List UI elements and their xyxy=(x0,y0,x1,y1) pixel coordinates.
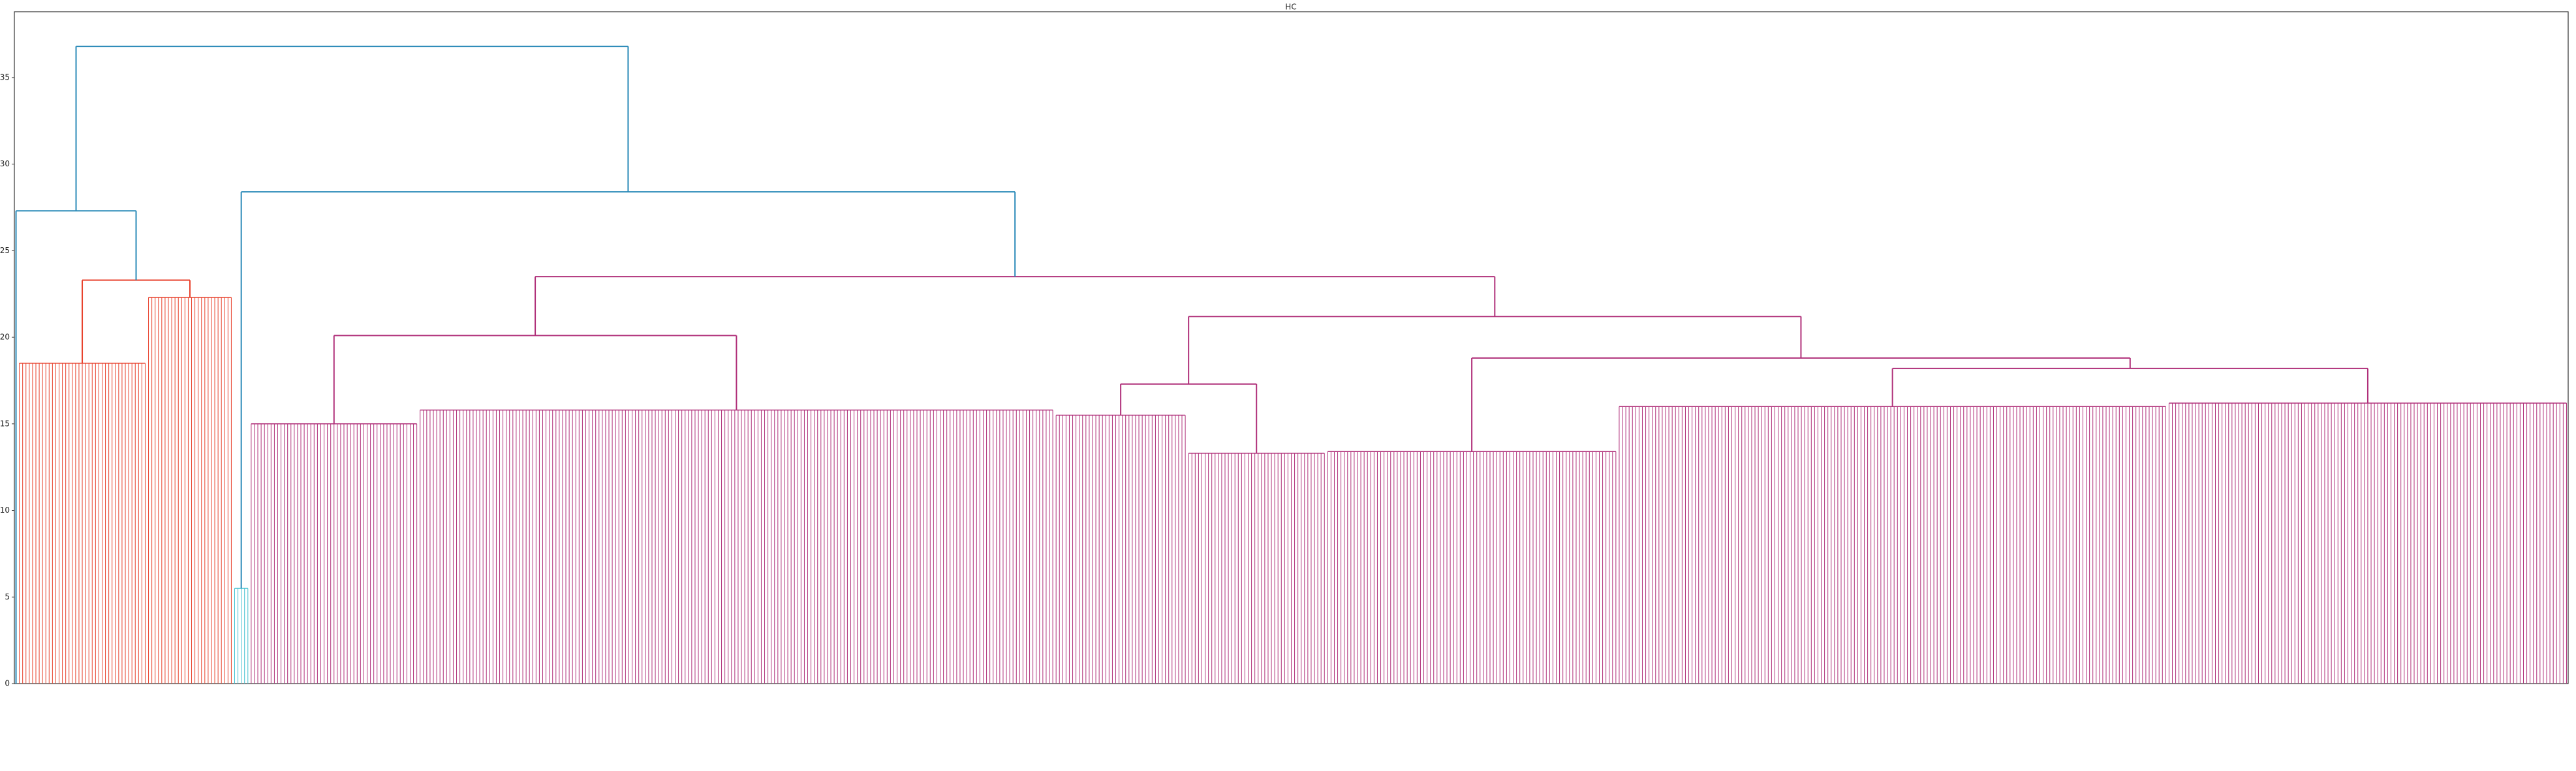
y-tick-label: 30 xyxy=(0,159,10,168)
y-tick-label: 15 xyxy=(0,419,10,428)
y-tick-label: 35 xyxy=(0,72,10,82)
y-tick-label: 10 xyxy=(0,506,10,515)
y-tick-label: 25 xyxy=(0,246,10,255)
y-tick-label: 5 xyxy=(5,592,10,601)
y-tick-label: 0 xyxy=(5,679,10,688)
chart-title: HC xyxy=(1285,3,1296,12)
y-tick-label: 20 xyxy=(0,333,10,342)
